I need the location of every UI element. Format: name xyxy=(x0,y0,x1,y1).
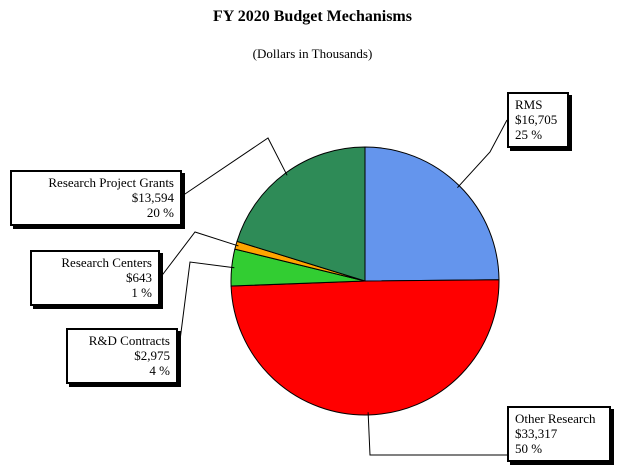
label-research-project-grants-value: $13,594 xyxy=(131,190,174,205)
label-rms-value: $16,705 xyxy=(515,112,558,127)
label-research-centers-name: Research Centers xyxy=(61,255,152,270)
leader-line-research-project-grants xyxy=(181,137,288,197)
label-box-research-centers: Research Centers $643 1 % xyxy=(30,250,160,306)
label-box-rd-contracts: R&D Contracts $2,975 4 % xyxy=(66,328,178,384)
label-other-research-value: $33,317 xyxy=(515,426,558,441)
leader-line-other-research xyxy=(367,412,507,456)
chart-subtitle: (Dollars in Thousands) xyxy=(252,46,373,61)
label-research-project-grants-percent: 20 % xyxy=(146,205,174,220)
pie-slice-rms xyxy=(364,146,500,282)
label-other-research-percent: 50 % xyxy=(515,441,543,456)
chart-title: FY 2020 Budget Mechanisms xyxy=(213,8,412,25)
label-research-centers-percent: 1 % xyxy=(131,285,152,300)
label-research-project-grants-name: Research Project Grants xyxy=(48,175,174,190)
label-rd-contracts-value: $2,975 xyxy=(134,348,170,363)
label-box-other-research: Other Research $33,317 50 % xyxy=(507,406,611,462)
label-rd-contracts-name: R&D Contracts xyxy=(88,333,170,348)
label-other-research-name: Other Research xyxy=(515,411,596,426)
leader-line-r-d-contracts xyxy=(177,261,235,357)
label-box-research-project-grants: Research Project Grants $13,594 20 % xyxy=(10,170,182,226)
label-rd-contracts-percent: 4 % xyxy=(149,363,170,378)
label-research-centers-value: $643 xyxy=(126,270,152,285)
label-box-rms: RMS $16,705 25 % xyxy=(507,92,569,148)
leader-line-research-centers xyxy=(159,231,239,279)
leader-line-rms xyxy=(457,119,508,189)
pie-slice-other-research xyxy=(230,279,500,416)
label-rms-name: RMS xyxy=(515,97,543,112)
label-rms-percent: 25 % xyxy=(515,127,543,142)
